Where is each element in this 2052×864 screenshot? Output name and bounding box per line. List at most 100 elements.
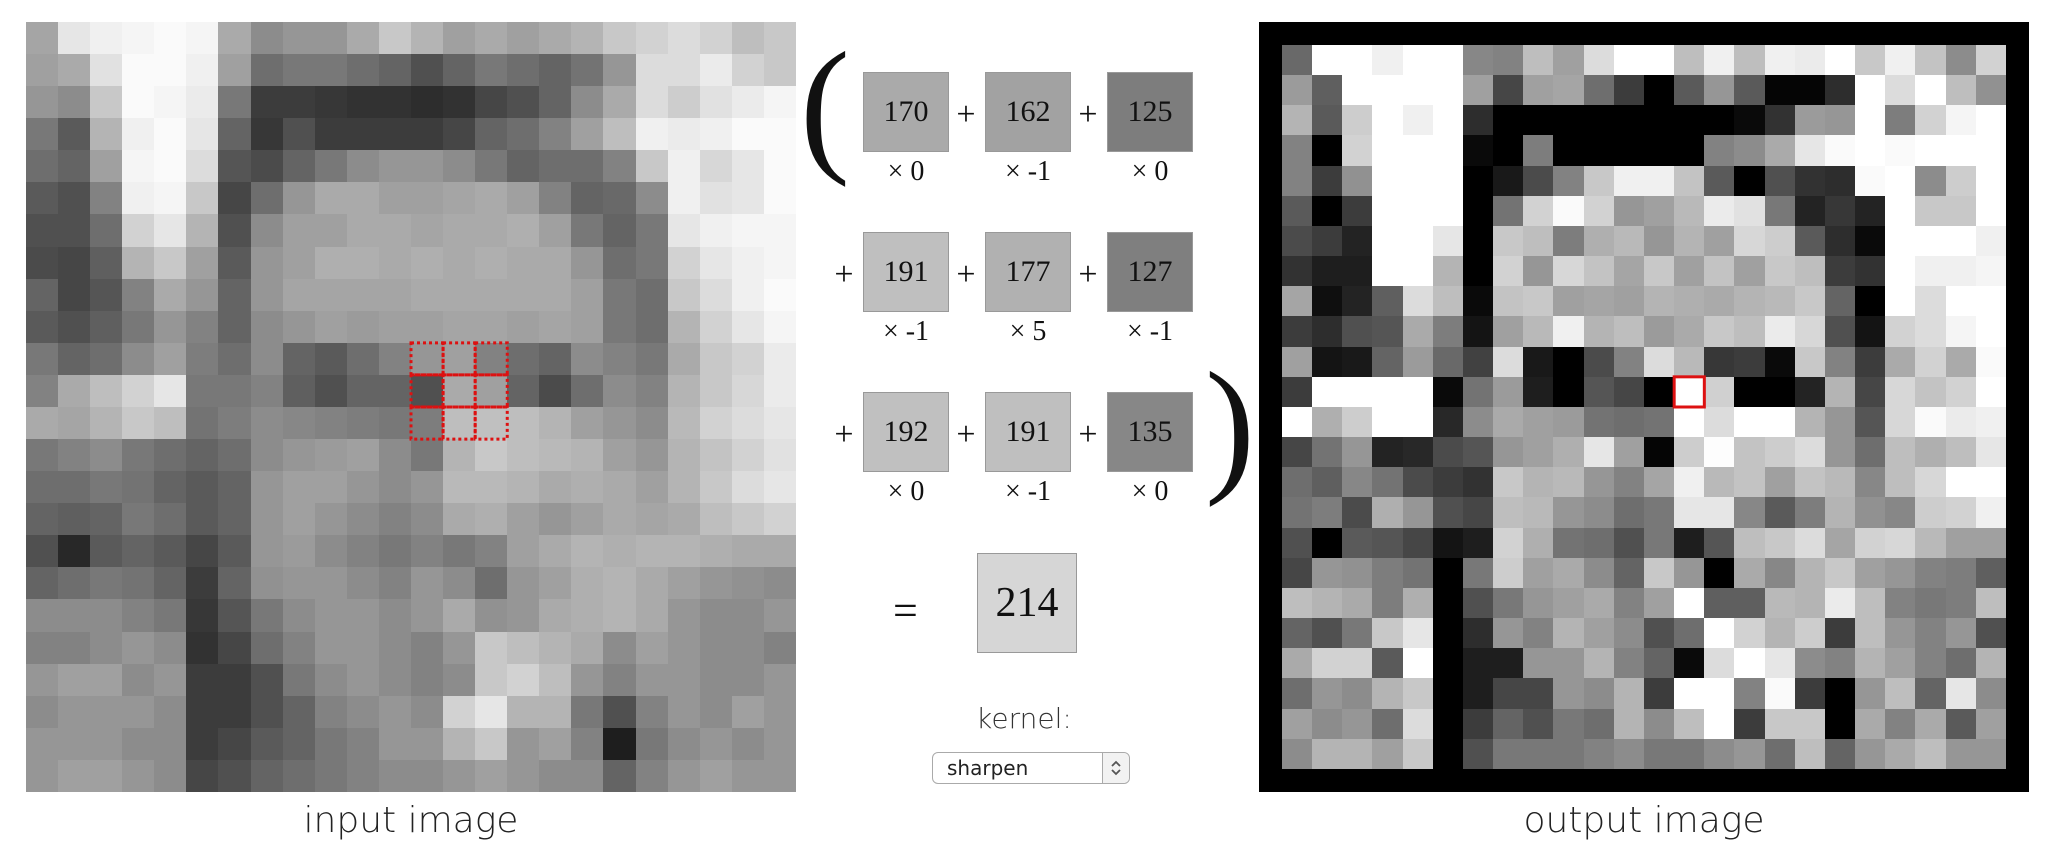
output-pixel bbox=[1824, 45, 1856, 76]
input-pixel bbox=[635, 150, 668, 183]
output-pixel bbox=[1764, 346, 1795, 377]
input-pixel bbox=[282, 182, 315, 215]
input-pixel bbox=[603, 759, 636, 792]
output-pixel bbox=[1493, 648, 1524, 679]
output-pixel bbox=[1402, 618, 1433, 649]
input-pixel bbox=[603, 374, 636, 407]
output-pixel bbox=[1312, 165, 1343, 196]
output-pixel bbox=[1704, 678, 1735, 709]
input-pixel bbox=[314, 214, 347, 247]
output-pixel bbox=[1282, 135, 1313, 166]
chevron-up-down-icon[interactable] bbox=[1102, 753, 1129, 783]
input-pixel bbox=[763, 631, 796, 664]
output-pixel bbox=[1975, 648, 2006, 679]
input-pixel bbox=[763, 599, 796, 632]
output-pixel bbox=[1523, 406, 1554, 438]
output-pixel bbox=[1402, 708, 1433, 739]
output-pixel bbox=[1704, 437, 1735, 468]
pixel-value-box: 135 bbox=[1107, 392, 1193, 472]
input-pixel bbox=[90, 535, 123, 568]
output-pixel bbox=[1975, 45, 2006, 76]
input-pixel bbox=[699, 342, 732, 375]
input-pixel bbox=[475, 439, 508, 472]
input-pixel bbox=[90, 439, 123, 472]
input-pixel bbox=[635, 118, 668, 151]
input-pixel bbox=[26, 182, 59, 215]
output-pixel bbox=[1462, 557, 1494, 588]
input-pixel bbox=[410, 406, 444, 440]
output-pixel bbox=[1282, 225, 1313, 257]
input-pixel bbox=[507, 695, 540, 728]
output-pixel bbox=[1613, 195, 1644, 226]
output-pixel bbox=[1885, 406, 1916, 438]
input-pixel bbox=[443, 599, 476, 632]
output-pixel bbox=[1402, 738, 1433, 769]
output-pixel bbox=[1674, 165, 1705, 196]
output-pixel bbox=[1583, 678, 1614, 709]
output-pixel bbox=[1493, 256, 1524, 287]
input-pixel bbox=[699, 54, 732, 87]
input-pixel bbox=[346, 214, 379, 247]
input-pixel bbox=[603, 439, 636, 472]
input-pixel bbox=[346, 727, 379, 760]
output-pixel bbox=[1613, 497, 1644, 528]
output-pixel bbox=[1372, 135, 1403, 166]
input-pixel bbox=[154, 631, 187, 664]
input-pixel bbox=[571, 663, 604, 696]
input-pixel bbox=[90, 567, 123, 600]
input-pixel bbox=[699, 759, 732, 792]
output-pixel bbox=[1643, 165, 1675, 196]
input-pixel bbox=[122, 22, 155, 55]
input-pixel bbox=[571, 310, 604, 343]
output-pixel bbox=[1372, 587, 1403, 619]
output-pixel bbox=[1975, 135, 2006, 166]
input-pixel bbox=[731, 22, 764, 55]
output-pixel bbox=[1915, 527, 1946, 558]
output-pixel bbox=[1613, 316, 1644, 347]
output-pixel bbox=[1402, 316, 1433, 347]
output-pixel bbox=[1855, 286, 1886, 317]
output-pixel bbox=[1493, 738, 1524, 769]
input-pixel bbox=[603, 599, 636, 632]
input-pixel bbox=[539, 86, 572, 119]
input-pixel bbox=[122, 310, 155, 343]
output-pixel bbox=[1794, 45, 1825, 76]
output-pixel bbox=[1704, 376, 1735, 407]
output-pixel bbox=[1493, 557, 1524, 588]
output-pixel bbox=[1975, 587, 2006, 619]
input-pixel bbox=[186, 535, 219, 568]
input-pixel bbox=[539, 150, 572, 183]
input-pixel bbox=[378, 406, 411, 440]
output-pixel bbox=[1523, 195, 1554, 226]
output-pixel bbox=[1342, 678, 1373, 709]
output-pixel bbox=[1432, 45, 1463, 76]
output-pixel bbox=[1915, 165, 1946, 196]
output-pixel bbox=[1674, 587, 1705, 619]
output-pixel bbox=[1794, 376, 1825, 407]
input-pixel bbox=[635, 406, 668, 440]
output-pixel bbox=[1372, 648, 1403, 679]
output-pixel bbox=[1824, 437, 1856, 468]
input-pixel bbox=[475, 695, 508, 728]
output-pixel bbox=[1613, 135, 1644, 166]
input-pixel bbox=[58, 471, 91, 504]
kernel-select[interactable]: sharpen bbox=[932, 752, 1130, 784]
output-pixel bbox=[1402, 406, 1433, 438]
input-pixel bbox=[475, 663, 508, 696]
input-pixel bbox=[378, 54, 411, 87]
output-pixel bbox=[1613, 678, 1644, 709]
output-pixel bbox=[1312, 376, 1343, 407]
output-pixel bbox=[1613, 75, 1644, 106]
input-pixel bbox=[58, 439, 91, 472]
output-pixel bbox=[1764, 678, 1795, 709]
input-pixel bbox=[763, 535, 796, 568]
input-pixel bbox=[314, 695, 347, 728]
output-pixel bbox=[1282, 557, 1313, 588]
output-pixel bbox=[1885, 346, 1916, 377]
output-pixel bbox=[1674, 678, 1705, 709]
input-pixel bbox=[699, 727, 732, 760]
output-pixel bbox=[1312, 135, 1343, 166]
input-pixel bbox=[250, 631, 283, 664]
input-pixel bbox=[282, 727, 315, 760]
input-pixel bbox=[539, 631, 572, 664]
